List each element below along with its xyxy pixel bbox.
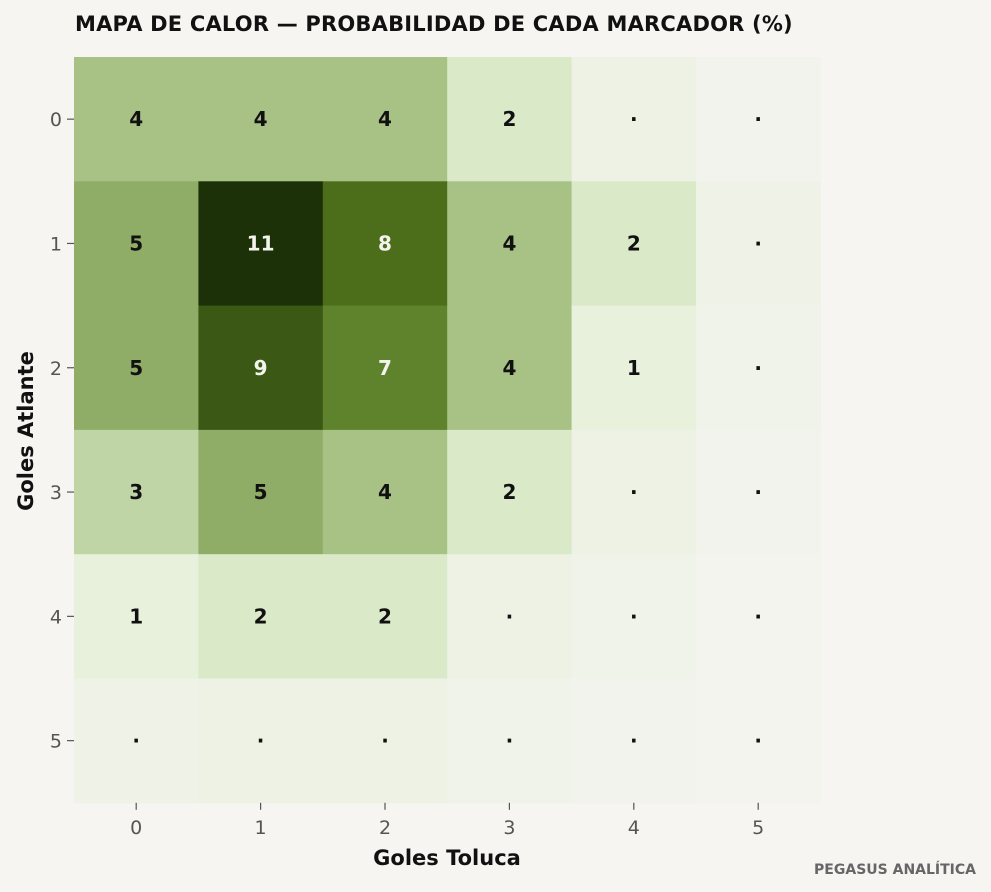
heatmap-cell	[696, 554, 821, 680]
y-tick-label: 3	[50, 482, 62, 504]
heatmap-cell	[74, 429, 199, 555]
heatmap-cell-label: 7	[378, 356, 392, 380]
y-tick-label: 0	[50, 109, 62, 131]
heatmap-cell-label: ·	[754, 480, 762, 504]
heatmap-cell	[322, 554, 448, 680]
x-tick-label: 1	[255, 817, 267, 839]
heatmap-cell-label: 11	[247, 231, 275, 255]
heatmap-cell	[322, 305, 448, 431]
heatmap-cell	[447, 554, 573, 680]
heatmap-cell-label: ·	[630, 604, 638, 628]
heatmap-cell-label: 2	[378, 604, 392, 628]
heatmap-cell-label: ·	[506, 604, 514, 628]
heatmap-cell	[198, 678, 324, 804]
heatmap-cell-label: 4	[378, 480, 392, 504]
heatmap-cell-label: 1	[129, 604, 143, 628]
heatmap-cell-labels: 4 4 4 2 · · 5 11 8 4 2 · 5 9 7 4 1 · 3 5 4 2 · · 1 2 2 · · · · · · · · ·	[129, 107, 762, 753]
heatmap-cell	[571, 429, 697, 555]
heatmap-cell-label: 4	[378, 107, 392, 131]
heatmap-cell	[447, 181, 573, 307]
heatmap-cell-label: 5	[254, 480, 268, 504]
heatmap-cell-label: ·	[381, 729, 389, 753]
chart-title: MAPA DE CALOR — PROBABILIDAD DE CADA MAR…	[75, 12, 793, 36]
heatmap-cell-label: 5	[129, 356, 143, 380]
heatmap-cell-label: 4	[502, 231, 516, 255]
y-tick-label: 1	[50, 233, 62, 255]
heatmap-cell	[74, 305, 199, 431]
heatmap-cell-label: 2	[502, 480, 516, 504]
heatmap-cell	[447, 678, 573, 804]
heatmap-cell	[74, 181, 199, 307]
heatmap-cell-label: ·	[630, 107, 638, 131]
heatmap-cell-label: ·	[506, 729, 514, 753]
heatmap-cell-label: ·	[754, 604, 762, 628]
heatmap-cell	[447, 429, 573, 555]
heatmap-cell-label: ·	[754, 107, 762, 131]
x-tick-label: 4	[628, 817, 640, 839]
x-tick-label: 0	[130, 817, 142, 839]
x-axis-ticks: 0 1 2 3 4 5	[130, 802, 764, 839]
x-tick-label: 2	[379, 817, 391, 839]
x-tick-label: 3	[503, 817, 515, 839]
heatmap-cell-label: ·	[754, 231, 762, 255]
heatmap-cell	[571, 678, 697, 804]
heatmap-cell-label: 8	[378, 231, 392, 255]
heatmap-cell	[696, 181, 821, 307]
heatmap-cell	[696, 429, 821, 555]
heatmap-cell-label: 2	[254, 604, 268, 628]
heatmap-cell-label: 2	[502, 107, 516, 131]
heatmap-cell	[571, 181, 697, 307]
y-axis-ticks: 0 1 2 3 4 5	[50, 109, 74, 753]
heatmap-cell	[571, 305, 697, 431]
heatmap-cell-label: ·	[257, 729, 265, 753]
heatmap-cell	[74, 678, 199, 804]
x-axis-label: Goles Toluca	[373, 846, 521, 870]
heatmap-cell	[322, 678, 448, 804]
heatmap-cell-label: 1	[627, 356, 641, 380]
heatmap-cell-label: ·	[630, 729, 638, 753]
heatmap-cell	[322, 57, 448, 182]
heatmap-cell-label: ·	[630, 480, 638, 504]
heatmap-cell-label: 4	[129, 107, 143, 131]
heatmap-cell	[696, 678, 821, 804]
heatmap-cell	[322, 181, 448, 307]
heatmap-cell-label: 4	[254, 107, 268, 131]
heatmap-cell	[198, 57, 324, 182]
heatmap-cell	[198, 305, 324, 431]
heatmap-cell-label: ·	[754, 729, 762, 753]
heatmap-cell	[571, 57, 697, 182]
y-tick-label: 2	[50, 358, 62, 380]
heatmap-cell	[571, 554, 697, 680]
heatmap-cell	[74, 57, 199, 182]
y-axis-label: Goles Atlante	[14, 351, 38, 511]
heatmap-cell	[74, 554, 199, 680]
y-tick-label: 5	[50, 731, 62, 753]
heatmap-cell-label: ·	[754, 356, 762, 380]
heatmap-cell	[198, 554, 324, 680]
heatmap-cell	[198, 429, 324, 555]
heatmap-cell	[447, 305, 573, 431]
heatmap-cell-label: 3	[129, 480, 143, 504]
heatmap-cell	[447, 57, 573, 182]
x-tick-label: 5	[752, 817, 764, 839]
heatmap-cell-label: ·	[132, 729, 140, 753]
y-tick-label: 4	[50, 606, 62, 628]
heatmap-cell	[198, 181, 324, 307]
heatmap-cell	[322, 429, 448, 555]
heatmap-cell-label: 4	[502, 356, 516, 380]
heatmap-cell-label: 2	[627, 231, 641, 255]
watermark: PEGASUS ANALÍTICA	[814, 862, 976, 878]
heatmap-cell-label: 5	[129, 231, 143, 255]
heatmap-cell-label: 9	[254, 356, 268, 380]
heatmap-cell	[696, 305, 821, 431]
heatmap-cell	[696, 57, 821, 182]
heatmap-cells	[74, 57, 821, 804]
